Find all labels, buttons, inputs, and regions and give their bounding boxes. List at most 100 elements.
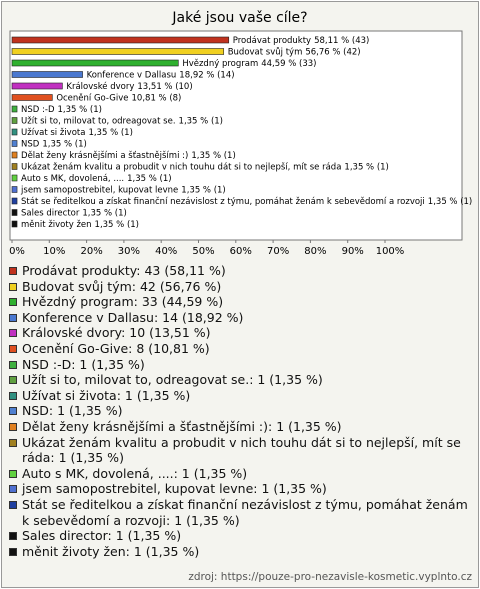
legend-swatch	[9, 438, 17, 447]
bar-label: Hvězdný program 44,59 % (33)	[182, 59, 316, 69]
source: zdroj: https://pouze-pro-nezavisle-kosme…	[188, 571, 472, 583]
legend-swatch	[9, 532, 17, 541]
bar-label: Sales director 1,35 % (1)	[21, 208, 127, 218]
bar-value-label: 1,35 % (1)	[127, 174, 171, 184]
legend-text: Hvězdný program: 33 (44,59 %)	[22, 294, 224, 310]
bar-label: Užívat si života 1,35 % (1)	[21, 128, 133, 138]
bar	[11, 105, 18, 113]
legend-text: Užít si to, milovat to, odreagovat se.: …	[22, 372, 323, 388]
bar-value-label: 1,35 % (1)	[181, 185, 225, 195]
legend-item: Užít si to, milovat to, odreagovat se.: …	[8, 372, 470, 388]
legend-text: Ukázat ženám kvalitu a probudit v nich t…	[22, 434, 461, 466]
bar-label: Auto s MK, dovolená, .... 1,35 % (1)	[21, 174, 172, 184]
bar-category: Dělat ženy krásnějšími a šťastnějšími :)	[21, 150, 188, 161]
bar-label: Ocenění Go-Give 10,81 % (8)	[56, 93, 181, 103]
bar	[11, 48, 225, 55]
bar-label: Konference v Dallasu 18,92 % (14)	[87, 70, 235, 80]
x-tick-label: 90%	[342, 246, 364, 257]
bar-label: Stát se ředitelkou a získat finanční nez…	[21, 196, 472, 207]
bar-value-label: 1,35 % (1)	[88, 128, 132, 138]
bar	[11, 82, 63, 90]
legend-item: jsem samopostrebitel, kupovat levne: 1 (…	[8, 481, 470, 497]
legend-item: Ocenění Go-Give: 8 (10,81 %)	[8, 341, 470, 357]
bar	[11, 59, 179, 67]
bar-category: Ocenění Go-Give	[56, 93, 128, 103]
legend-swatch	[9, 329, 17, 338]
bar-label: Budovat svůj tým 56,76 % (42)	[228, 46, 361, 57]
bar-value-label: 18,92 % (14)	[179, 70, 234, 80]
bar	[11, 71, 83, 78]
bar-value-label: 1,35 % (1)	[179, 116, 223, 126]
bar-value-label: 1,35 % (1)	[42, 139, 86, 149]
bar-category: měnit životy žen	[21, 220, 92, 230]
legend-text: Konference v Dallasu: 14 (18,92 %)	[22, 309, 244, 325]
legend-swatch	[9, 407, 17, 416]
legend-swatch	[9, 267, 17, 275]
bar	[11, 128, 18, 136]
legend-item: Užívat si života: 1 (1,35 %)	[8, 388, 470, 404]
bar-label: Užít si to, milovat to, odreagovat se. 1,…	[21, 116, 223, 126]
legend-item: měnit životy žen: 1 (1,35 %)	[8, 544, 470, 560]
legend-item: Prodávat produkty: 43 (58,11 %)	[8, 263, 470, 279]
legend-swatch	[9, 282, 17, 291]
bar-category: Sales director	[21, 208, 80, 218]
chart-title: Jaké jsou vaše cíle?	[171, 10, 307, 26]
bar	[11, 174, 18, 182]
bar-value-label: 1,35 % (1)	[428, 197, 472, 207]
legend-swatch	[9, 313, 17, 322]
legend-swatch	[9, 469, 17, 478]
legend-text: jsem samopostrebitel, kupovat levne: 1 (…	[22, 481, 327, 497]
legend-item: Konference v Dallasu: 14 (18,92 %)	[8, 310, 470, 326]
legend-text: NSD: 1 (1,35 %)	[22, 403, 123, 419]
legend-text: Prodávat produkty: 43 (58,11 %)	[22, 263, 226, 278]
bar-value-label: 1,35 % (1)	[191, 151, 235, 161]
bar-label: měnit životy žen 1,35 % (1)	[21, 220, 139, 230]
bar-value-label: 1,35 % (1)	[82, 208, 126, 218]
legend-text: Sales director: 1 (1,35 %)	[22, 528, 182, 544]
bar-category: Stát se ředitelkou a získat finanční nez…	[21, 196, 425, 207]
bar-label: Královské dvory 13,51 % (10)	[66, 81, 192, 92]
bar-value-label: 1,35 % (1)	[95, 220, 139, 230]
bar	[11, 140, 18, 147]
legend-item: NSD :-D: 1 (1,35 %)	[8, 357, 470, 373]
x-tick-label: 70%	[267, 246, 289, 257]
legend-swatch	[9, 298, 17, 307]
legend-item: Auto s MK, dovolená, ....: 1 (1,35 %)	[8, 466, 470, 482]
legend-swatch	[9, 547, 17, 556]
legend-item: Hvězdný program: 33 (44,59 %)	[8, 294, 470, 310]
bar-label: Prodávat produkty 58,11 % (43)	[233, 36, 370, 46]
bar-category: Královské dvory	[66, 81, 134, 92]
bar-value-label: 13,51 % (10)	[137, 82, 192, 92]
legend: Prodávat produkty: 43 (58,11 %) Budovat s…	[8, 263, 470, 559]
legend-text: měnit životy žen: 1 (1,35 %)	[22, 543, 200, 559]
bar-label: Ukázat ženám kvalitu a probudit v nich t…	[21, 161, 389, 172]
x-tick-label: 20%	[80, 246, 102, 257]
legend-item: Sales director: 1 (1,35 %)	[8, 528, 470, 544]
bar-value-label: 10,81 % (8)	[132, 93, 182, 103]
bar-value-label: 58,11 % (43)	[314, 36, 369, 46]
bar-category: Budovat svůj tým	[228, 46, 303, 57]
bar	[11, 117, 18, 124]
legend-swatch	[9, 422, 17, 431]
legend-swatch	[9, 360, 17, 369]
legend-text: Ocenění Go-Give: 8 (10,81 %)	[22, 340, 210, 356]
legend-item: Stát se ředitelkou a získat finanční nez…	[8, 497, 470, 528]
bar-value-label: 1,35 % (1)	[344, 162, 388, 172]
bar-label: NSD :-D 1,35 % (1)	[21, 105, 102, 115]
x-tick-label: 100%	[376, 246, 405, 257]
legend-text: Budovat svůj tým: 42 (56,76 %)	[22, 278, 222, 294]
legend-item: NSD: 1 (1,35 %)	[8, 403, 470, 419]
bar-category: Prodávat produkty	[233, 36, 311, 46]
legend-text: Užívat si života: 1 (1,35 %)	[22, 387, 191, 403]
x-tick-label: 10%	[43, 246, 65, 257]
bar	[11, 94, 53, 101]
x-tick-label: 80%	[304, 246, 326, 257]
legend-swatch	[9, 485, 17, 494]
bar-category: NSD :-D	[21, 105, 55, 115]
bar	[11, 220, 18, 228]
bar-category: NSD	[21, 139, 40, 149]
legend-swatch	[9, 344, 17, 353]
legend-text: NSD :-D: 1 (1,35 %)	[22, 356, 145, 372]
legend-swatch	[9, 376, 17, 385]
